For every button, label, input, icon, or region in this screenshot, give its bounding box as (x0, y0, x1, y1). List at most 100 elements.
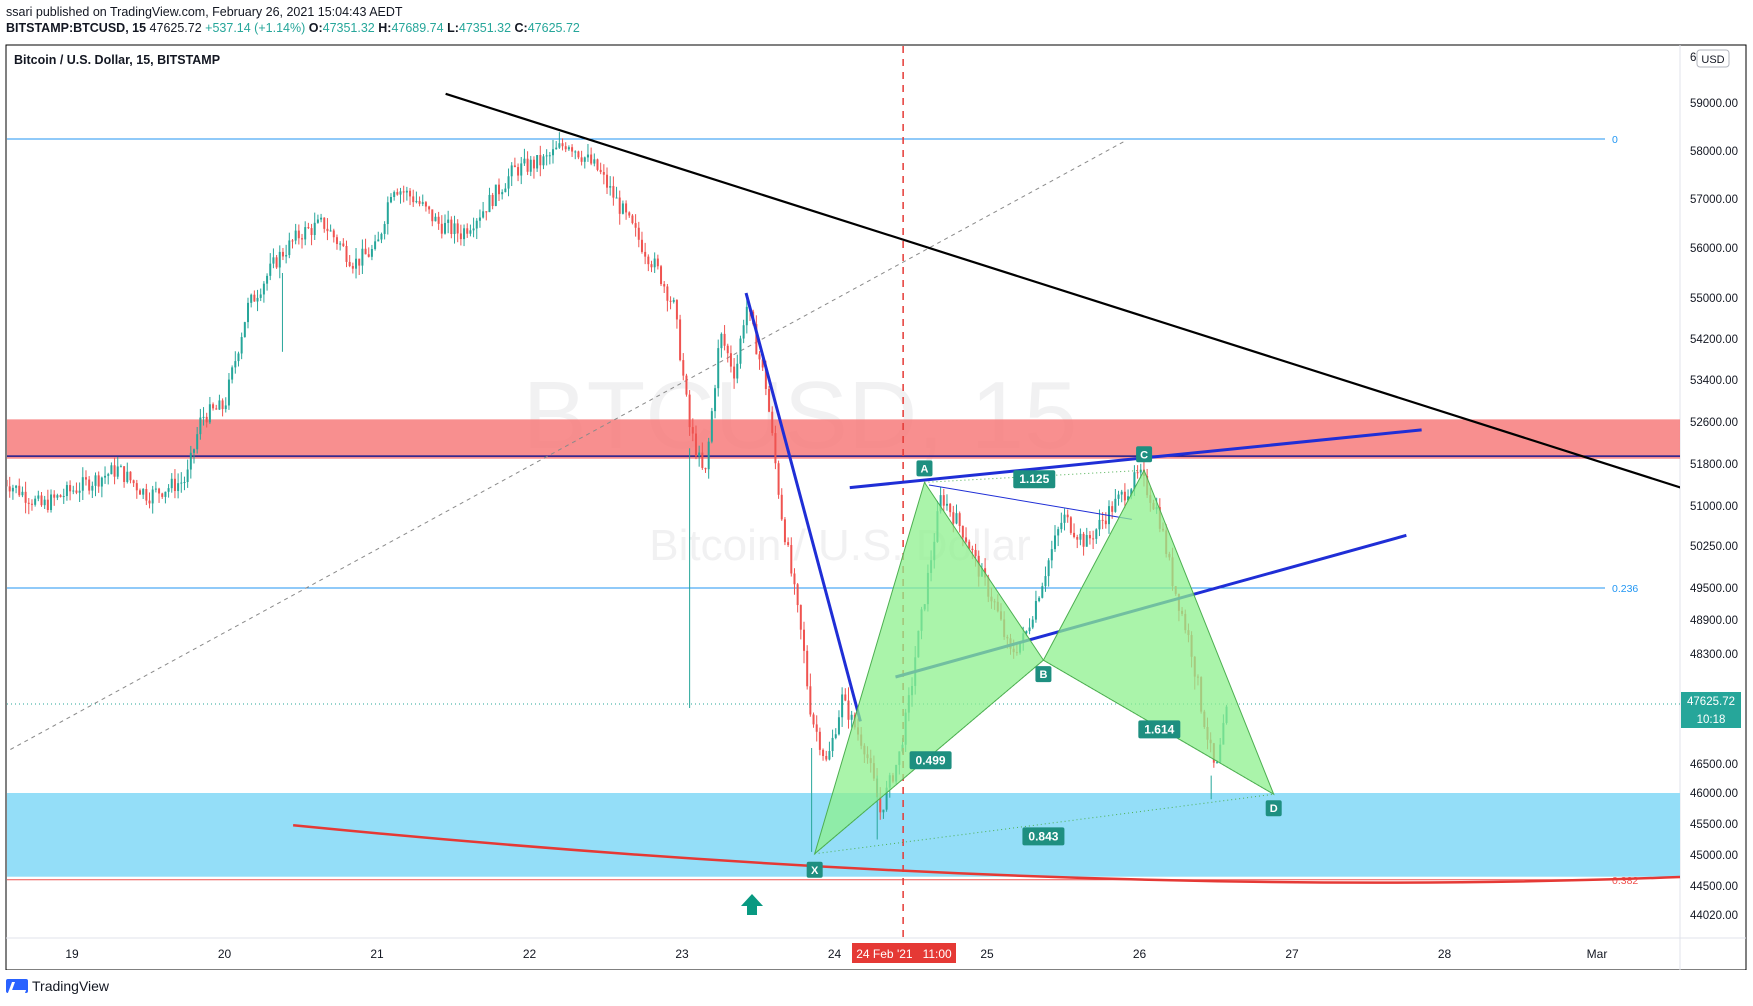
fib-label-0.382: 0.382 (1612, 875, 1638, 887)
pattern-point-marker (916, 460, 933, 477)
candle-body (504, 188, 507, 193)
time-tick-label: 21 (370, 947, 384, 961)
candle-body (107, 474, 110, 476)
candle-body (796, 584, 799, 606)
candle-body (529, 159, 532, 172)
candle-body (142, 488, 145, 495)
candle-body (837, 717, 840, 735)
footer-brand[interactable]: TradingView (6, 978, 109, 994)
candle-body (726, 345, 729, 354)
price-tick-label: 54200.00 (1690, 334, 1738, 346)
candle-body (361, 248, 364, 266)
low-value: 47351.32 (458, 21, 512, 35)
candle-body (56, 495, 59, 498)
candle-body (323, 217, 326, 229)
candle-body (123, 466, 126, 482)
candle-body (586, 154, 589, 158)
pattern-ratio-box (1022, 827, 1065, 846)
price-axis[interactable]: 59000.00 58000.00 57000.00 56000.00 55000.00… (1690, 52, 1738, 922)
price-tick-label: 57000.00 (1690, 194, 1738, 206)
fib-label-0.236: 0.236 (1612, 583, 1638, 595)
long-arrow-icon (741, 894, 763, 915)
candle-body (704, 467, 707, 470)
candle-body (1053, 535, 1056, 550)
candle-body (1069, 517, 1072, 533)
candle-body (377, 239, 380, 242)
candle-body (526, 158, 529, 172)
candle-body (243, 322, 246, 338)
candle-body (685, 375, 688, 395)
candle-body (599, 169, 602, 173)
candle-body (402, 191, 405, 193)
candle-body (119, 466, 122, 468)
candle-body (729, 353, 732, 367)
candle-body (491, 194, 494, 206)
currency-badge[interactable]: USD (1696, 49, 1730, 68)
candle-body (316, 219, 319, 223)
candle-body (1044, 576, 1047, 587)
chart-canvas[interactable]: Bitcoin / U.S. Dollar, 15, BITSTAMP BTCU… (0, 0, 1753, 970)
open-label: O: (308, 21, 323, 35)
symbol-label[interactable]: BITSTAMP:BTCUSD, 15 (6, 21, 147, 35)
candle-body (113, 465, 116, 477)
candle-body (386, 202, 389, 225)
candle-body (488, 194, 491, 213)
candle-body (138, 490, 141, 495)
curve-line (293, 823, 1680, 884)
candle-body (971, 548, 974, 551)
candle-body (882, 809, 885, 813)
candle-body (269, 263, 272, 276)
candle-body (494, 184, 497, 206)
candle-body (84, 477, 87, 480)
time-axis[interactable]: 19 20 21 22 23 24 25 26 27 28 Mar (65, 947, 1607, 961)
candle-body (485, 211, 488, 213)
candle-body (380, 233, 383, 240)
candle-body (75, 490, 78, 493)
candle-body (405, 190, 408, 193)
candle-body (272, 257, 275, 264)
candle-body (949, 503, 952, 513)
price-tick-label: 59000.00 (1690, 98, 1738, 110)
candle-body (939, 495, 942, 512)
candle-body (965, 537, 968, 542)
pattern-ratio-label: 1.125 (1019, 472, 1049, 486)
candle-body (443, 222, 446, 234)
candle-body (720, 333, 723, 349)
pattern-point-marker (1035, 666, 1052, 683)
candle-body (437, 216, 440, 224)
candle-body (234, 361, 237, 368)
candle-body (447, 219, 450, 223)
candle-body (11, 487, 14, 492)
candle-body (358, 258, 361, 266)
candle-body (847, 700, 850, 720)
time-tick-label: 26 (1133, 947, 1147, 961)
candle-body (742, 325, 745, 339)
price-tick-label: 50250.00 (1690, 541, 1738, 553)
candle-body (132, 480, 135, 484)
time-tick-label: 24 (828, 947, 842, 961)
candle-body (1057, 529, 1060, 536)
candle-body (478, 217, 481, 221)
candle-body (301, 238, 304, 240)
downtrend-line (445, 92, 1680, 489)
time-crosshair-badge: 24 Feb '21 11:00 (852, 943, 956, 963)
candle-body (637, 227, 640, 240)
candle-body (647, 256, 650, 265)
candle-body (294, 230, 297, 241)
candle-body (580, 157, 583, 162)
high-label: H: (378, 21, 392, 35)
candle-body (393, 192, 396, 198)
candle-body (259, 294, 262, 298)
candle-body (453, 223, 456, 235)
candle-body (945, 503, 948, 506)
candle-body (536, 155, 539, 169)
candle-body (793, 573, 796, 585)
candle-body (30, 503, 33, 505)
candle-body (714, 388, 717, 412)
candle-body (653, 258, 656, 268)
candle-body (822, 749, 825, 756)
candle-body (968, 541, 971, 549)
pattern-ratio-label: 0.843 (1028, 829, 1058, 843)
price-tick-label: 45000.00 (1690, 850, 1738, 862)
candle-body (196, 434, 199, 450)
